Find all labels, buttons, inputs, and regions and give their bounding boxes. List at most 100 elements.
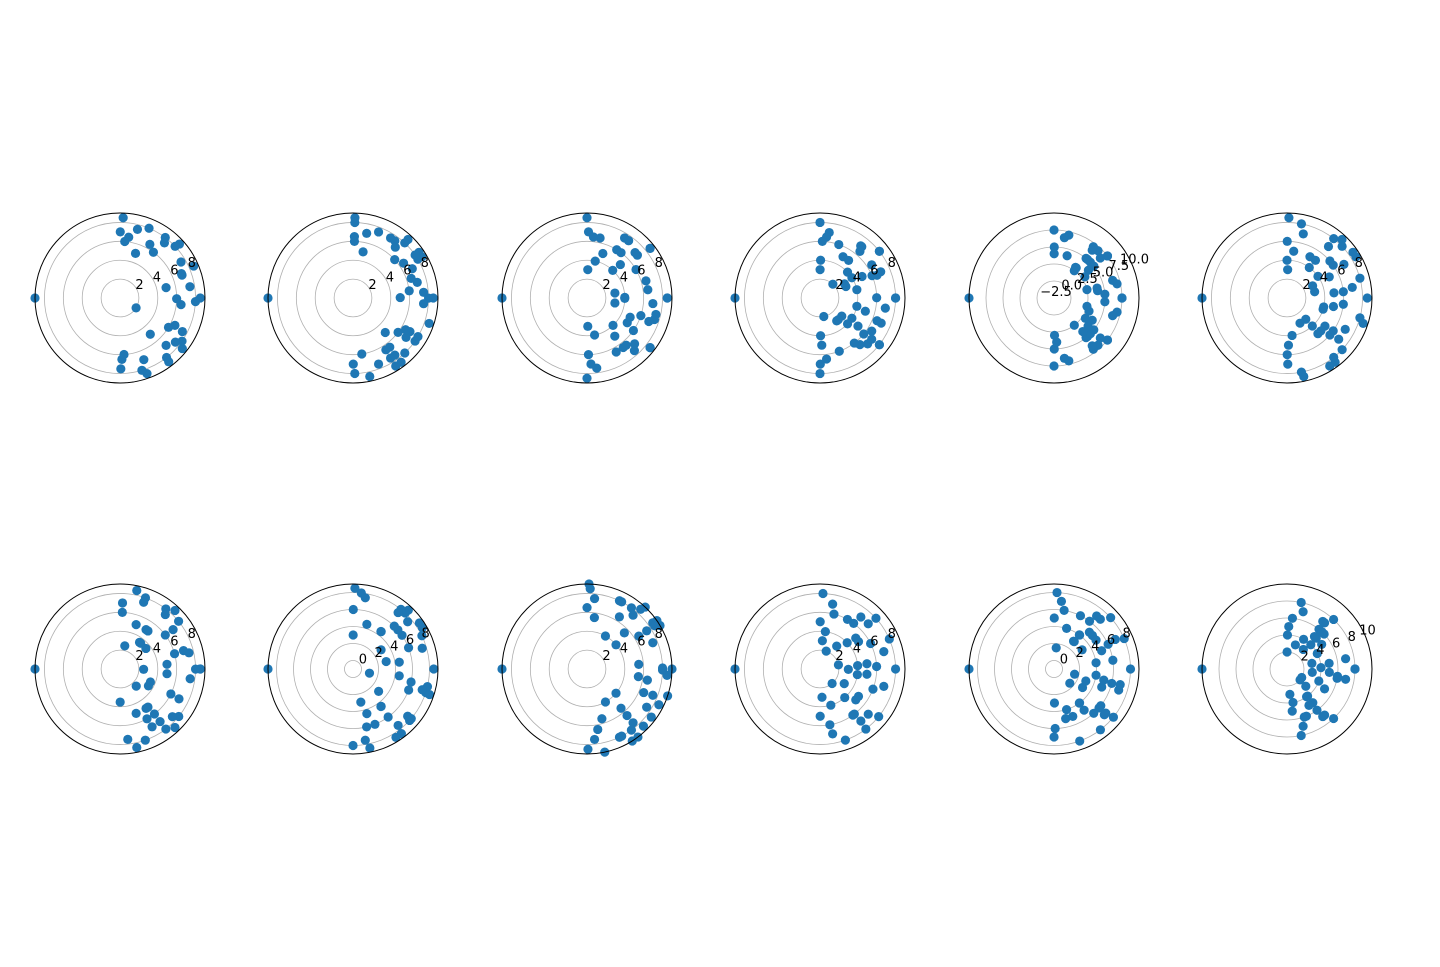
data-point [1287, 613, 1298, 623]
data-point [1049, 225, 1059, 235]
data-point [373, 359, 384, 369]
ring-tick-label: 8 [188, 256, 196, 271]
data-point [1108, 275, 1118, 285]
data-point [1097, 646, 1107, 656]
ring-tick-label: 2 [1075, 646, 1083, 661]
polar-subplot-4: −2.50.02.55.07.510.0 [964, 212, 1149, 384]
data-point [364, 668, 375, 678]
data-point [1302, 691, 1313, 701]
data-point [853, 637, 864, 647]
ring-tick-label: 2 [368, 278, 376, 293]
data-point [143, 626, 153, 636]
data-point [815, 617, 825, 627]
data-point [358, 247, 368, 257]
data-point [821, 646, 831, 656]
data-point [867, 334, 877, 344]
data-point [860, 306, 870, 316]
grid-ring [327, 643, 379, 695]
data-point [406, 677, 416, 687]
data-point [852, 285, 862, 295]
data-point [1052, 587, 1062, 598]
data-point [608, 265, 618, 275]
data-point [859, 329, 869, 339]
data-point [1314, 676, 1324, 686]
data-point [1069, 320, 1079, 330]
data-point [168, 625, 178, 635]
data-point [134, 637, 145, 647]
data-point [815, 368, 825, 379]
data-point [1091, 658, 1101, 668]
data-point [132, 585, 142, 596]
grid-ring [567, 649, 607, 689]
data-point [1337, 241, 1347, 251]
data-point [590, 256, 600, 266]
data-point [381, 656, 391, 667]
data-point [610, 331, 620, 341]
data-point [403, 711, 413, 721]
ring-tick-label: 8 [888, 627, 896, 642]
data-point [1108, 655, 1118, 665]
data-point [410, 250, 420, 260]
data-point [403, 643, 414, 653]
data-point [583, 321, 593, 331]
data-point [1307, 667, 1317, 677]
data-point [1049, 613, 1059, 623]
data-point [140, 735, 150, 745]
data-point [404, 685, 414, 695]
data-point [123, 734, 133, 745]
data-point [1069, 637, 1079, 647]
ring-tick-label: 8 [888, 256, 896, 271]
data-point [394, 657, 404, 667]
polar-spine [34, 583, 206, 755]
data-point [1295, 318, 1305, 328]
data-point [1095, 333, 1105, 343]
data-point [600, 697, 611, 707]
data-point [1075, 611, 1086, 621]
data-point [1329, 234, 1339, 244]
data-point [855, 246, 865, 256]
data-point [357, 349, 367, 359]
data-point [619, 628, 629, 638]
data-point [629, 346, 639, 356]
data-point [190, 664, 201, 674]
polar-spine [1201, 583, 1373, 755]
data-point [174, 616, 184, 626]
scatter-points [263, 583, 439, 753]
data-point [406, 273, 416, 283]
data-point [137, 365, 147, 375]
data-point [1298, 229, 1308, 239]
data-point [1282, 647, 1292, 657]
data-point [631, 264, 641, 275]
data-point [616, 703, 626, 713]
data-point [1287, 706, 1297, 716]
grid-ring [344, 660, 362, 678]
data-point [648, 298, 658, 309]
data-point [1061, 704, 1072, 715]
ring-tick-label: 8 [1123, 627, 1131, 642]
data-point [398, 258, 409, 268]
data-point [1095, 725, 1106, 735]
data-point [1309, 631, 1320, 642]
ring-tick-label: 6 [1332, 637, 1340, 652]
ring-tick-label: 4 [386, 271, 394, 286]
data-point [842, 267, 853, 277]
data-point [817, 236, 827, 246]
data-point [842, 638, 852, 648]
data-point [1082, 301, 1092, 311]
data-point [139, 664, 149, 674]
data-point [115, 697, 125, 707]
data-point [817, 340, 827, 350]
data-point [585, 584, 595, 594]
ring-tick-label: 6 [170, 263, 178, 278]
data-point [159, 238, 170, 248]
data-point [872, 661, 882, 672]
data-point [636, 310, 646, 321]
ring-tick-label: 4 [1316, 643, 1324, 658]
data-point [417, 643, 427, 653]
data-point [819, 311, 829, 322]
data-point [834, 239, 844, 250]
data-point [169, 649, 180, 659]
data-point [1084, 616, 1095, 626]
data-point [1289, 246, 1299, 256]
data-point [815, 265, 825, 275]
